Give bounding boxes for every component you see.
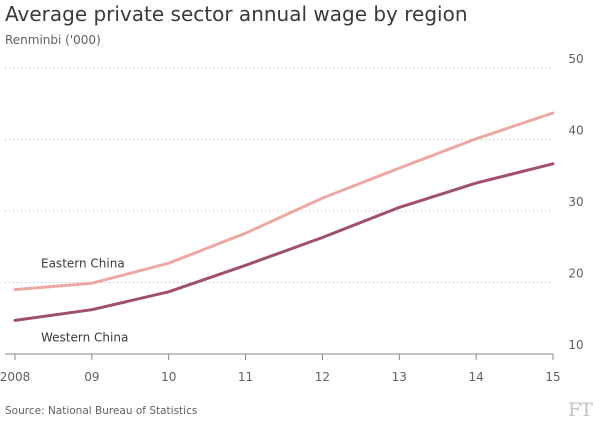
ft-logo: FT bbox=[568, 399, 593, 421]
chart-title: Average private sector annual wage by re… bbox=[5, 2, 468, 26]
source-note: Source: National Bureau of Statistics bbox=[5, 405, 198, 417]
x-tick-label: 11 bbox=[238, 370, 253, 384]
series-label-western-china: Western China bbox=[41, 330, 128, 344]
x-tick-label: 15 bbox=[545, 370, 560, 384]
x-tick-label: 13 bbox=[392, 370, 407, 384]
series-line-western-china bbox=[13, 162, 555, 322]
y-tick-label: 30 bbox=[568, 195, 583, 209]
x-tick-label: 09 bbox=[84, 370, 99, 384]
x-tick-label: 2008 bbox=[0, 370, 30, 384]
y-tick-label: 50 bbox=[568, 52, 583, 66]
series-label-eastern-china: Eastern China bbox=[41, 257, 125, 271]
series-line-eastern-china bbox=[13, 111, 555, 292]
x-tick-label: 10 bbox=[161, 370, 176, 384]
y-tick-label: 20 bbox=[568, 267, 583, 281]
y-tick-label: 10 bbox=[568, 338, 583, 352]
x-tick-label: 14 bbox=[469, 370, 484, 384]
y-tick-label: 40 bbox=[568, 124, 583, 138]
x-tick-label: 12 bbox=[315, 370, 330, 384]
chart-subtitle: Renminbi ('000) bbox=[5, 33, 101, 47]
